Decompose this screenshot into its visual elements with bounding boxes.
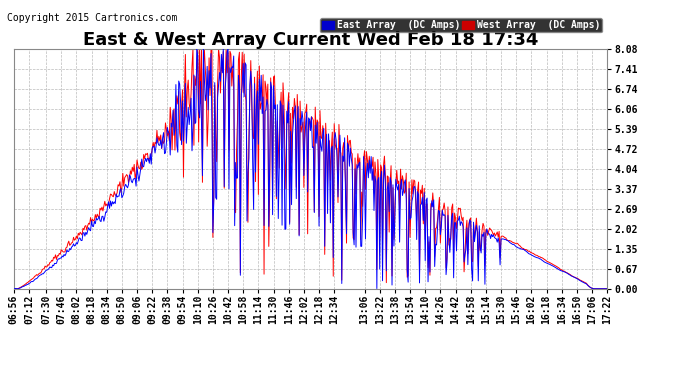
Text: Copyright 2015 Cartronics.com: Copyright 2015 Cartronics.com	[7, 13, 177, 23]
Title: East & West Array Current Wed Feb 18 17:34: East & West Array Current Wed Feb 18 17:…	[83, 31, 538, 49]
Legend: East Array  (DC Amps), West Array  (DC Amps): East Array (DC Amps), West Array (DC Amp…	[319, 18, 602, 33]
